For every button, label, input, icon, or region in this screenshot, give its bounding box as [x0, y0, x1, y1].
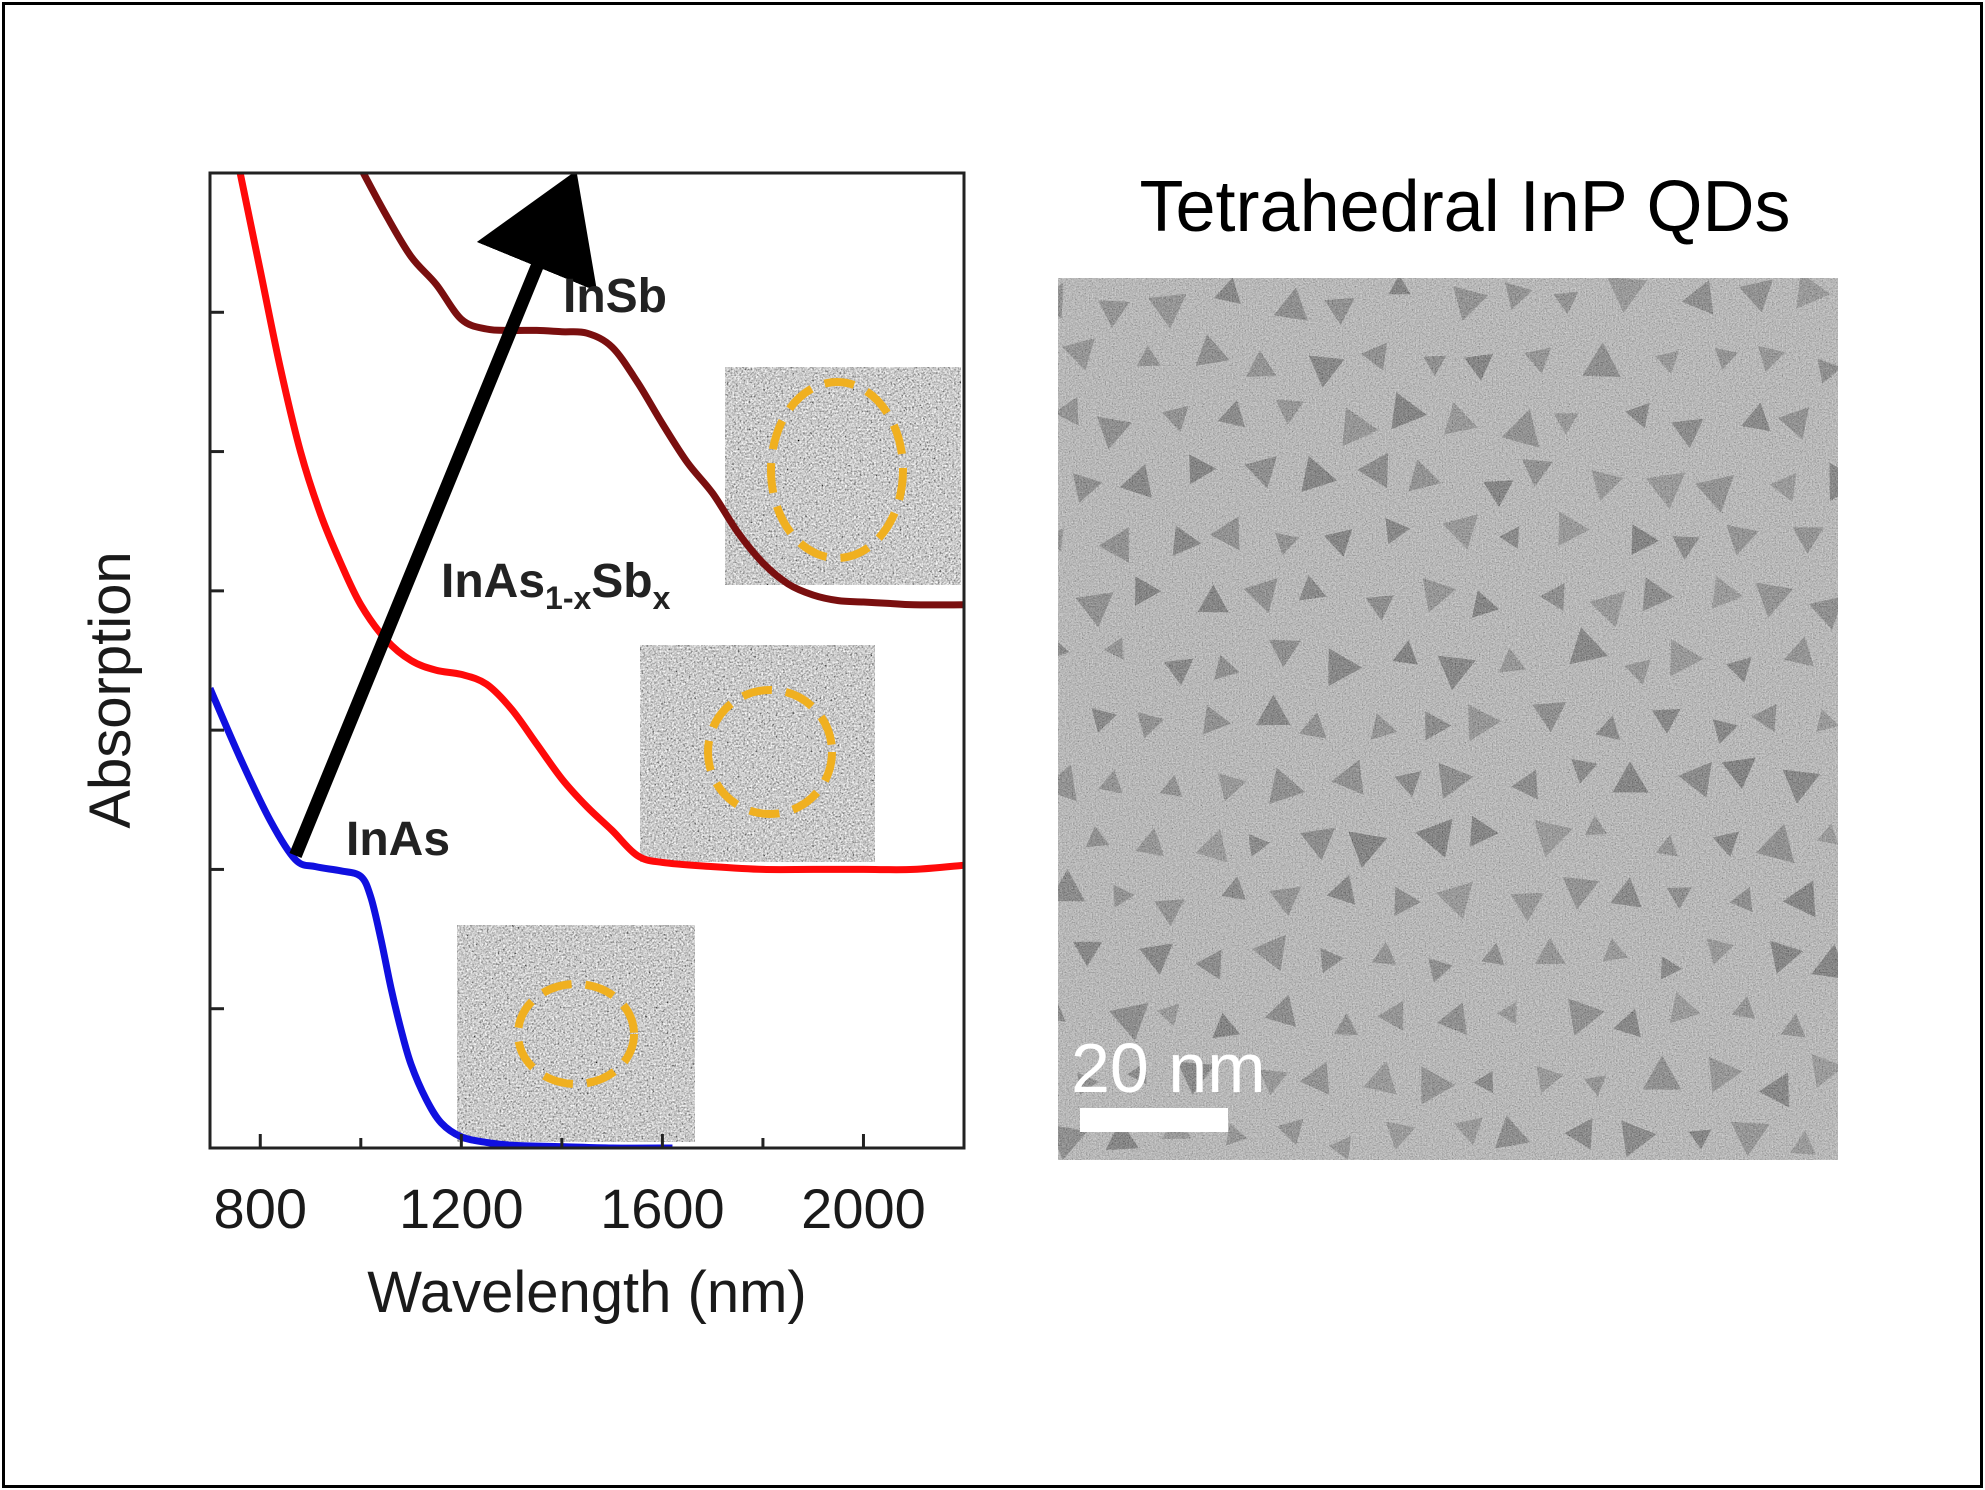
scale-bar-label: 20 nm [1071, 1029, 1266, 1107]
plot-area [210, 173, 964, 1148]
trend-arrow [289, 173, 598, 858]
series-label-inas1-xsbx: InAs1-xSbx [441, 555, 671, 616]
plot-frame [208, 171, 966, 1150]
tem-micrograph [1058, 278, 1838, 1160]
series-line-inas [210, 686, 673, 1148]
series-line-insb [360, 173, 964, 609]
series-label-insb: InSb [563, 270, 667, 323]
series-label-inas: InAs [346, 813, 450, 866]
y-axis-title: Absorption [78, 551, 143, 828]
x-tick-label: 1200 [399, 1177, 524, 1240]
tem-panel-title: Tetrahedral InP QDs [1139, 167, 1791, 247]
axes: 800 1200 1600 2000 Wavelength (nm) Absorption [78, 171, 966, 1325]
inset-micrograph-inassb [640, 645, 875, 862]
scale-bar [1080, 1108, 1228, 1132]
x-axis-title: Wavelength (nm) [367, 1260, 806, 1325]
tem-micrograph-texture [1058, 278, 1838, 1160]
x-tick-label: 2000 [801, 1177, 926, 1240]
inset-micrograph-inas [457, 925, 695, 1142]
x-tick-label: 1600 [600, 1177, 725, 1240]
series-line-inas1-xsbx [236, 173, 964, 874]
inset-micrograph-insb [725, 367, 961, 585]
x-tick-label: 800 [214, 1177, 307, 1240]
series-labels: InSb InAs1-xSbx InAs [346, 270, 671, 866]
